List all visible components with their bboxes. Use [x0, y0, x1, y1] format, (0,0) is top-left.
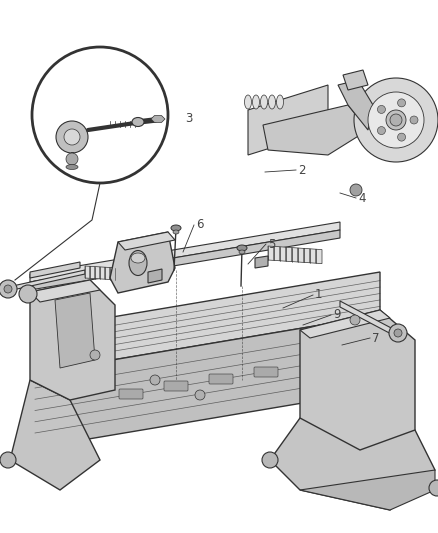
Circle shape — [66, 153, 78, 165]
Polygon shape — [55, 293, 95, 368]
Circle shape — [150, 375, 160, 385]
Polygon shape — [292, 248, 298, 262]
Polygon shape — [270, 418, 435, 510]
Polygon shape — [298, 248, 304, 262]
Circle shape — [4, 285, 12, 293]
Text: 6: 6 — [196, 219, 204, 231]
Circle shape — [0, 280, 17, 298]
Ellipse shape — [131, 253, 145, 263]
Polygon shape — [274, 246, 280, 261]
Text: 1: 1 — [315, 288, 322, 302]
Ellipse shape — [173, 230, 179, 234]
Circle shape — [195, 390, 205, 400]
Polygon shape — [151, 116, 165, 123]
Polygon shape — [95, 266, 100, 279]
Circle shape — [394, 329, 402, 337]
Polygon shape — [248, 85, 328, 155]
Polygon shape — [300, 310, 390, 338]
Ellipse shape — [252, 95, 259, 109]
Polygon shape — [310, 249, 316, 263]
Ellipse shape — [237, 245, 247, 251]
FancyBboxPatch shape — [254, 367, 278, 377]
Polygon shape — [35, 272, 380, 373]
Polygon shape — [300, 310, 415, 450]
Polygon shape — [280, 247, 286, 261]
Text: 4: 4 — [358, 191, 365, 205]
Circle shape — [378, 126, 385, 134]
Circle shape — [386, 110, 406, 130]
Ellipse shape — [261, 95, 268, 109]
Circle shape — [398, 99, 406, 107]
Circle shape — [410, 116, 418, 124]
Text: 5: 5 — [268, 238, 276, 251]
Ellipse shape — [171, 225, 181, 231]
Circle shape — [32, 47, 168, 183]
Circle shape — [56, 121, 88, 153]
Polygon shape — [35, 315, 380, 448]
Circle shape — [262, 452, 278, 468]
Ellipse shape — [276, 95, 283, 109]
Text: 7: 7 — [372, 332, 379, 344]
Polygon shape — [100, 267, 105, 279]
Polygon shape — [255, 256, 268, 268]
Polygon shape — [286, 247, 292, 262]
Polygon shape — [316, 249, 322, 264]
Polygon shape — [343, 70, 368, 90]
Ellipse shape — [129, 251, 147, 276]
Circle shape — [389, 324, 407, 342]
Polygon shape — [30, 280, 100, 302]
Polygon shape — [8, 270, 85, 291]
Circle shape — [354, 78, 438, 162]
Polygon shape — [30, 230, 340, 290]
Circle shape — [19, 285, 37, 303]
Circle shape — [90, 350, 100, 360]
Polygon shape — [105, 267, 110, 279]
Circle shape — [350, 184, 362, 196]
Ellipse shape — [239, 250, 245, 254]
Ellipse shape — [132, 117, 144, 126]
Circle shape — [350, 315, 360, 325]
Circle shape — [64, 129, 80, 145]
Polygon shape — [85, 266, 90, 278]
Ellipse shape — [244, 95, 251, 109]
Ellipse shape — [66, 165, 78, 169]
Polygon shape — [30, 222, 340, 282]
Ellipse shape — [268, 95, 276, 109]
Polygon shape — [30, 262, 80, 278]
Text: 9: 9 — [333, 309, 340, 321]
Text: 3: 3 — [185, 111, 192, 125]
Circle shape — [0, 452, 16, 468]
Polygon shape — [263, 105, 368, 155]
Polygon shape — [110, 268, 115, 280]
Circle shape — [390, 114, 402, 126]
Polygon shape — [115, 268, 120, 280]
Circle shape — [368, 92, 424, 148]
Polygon shape — [118, 232, 175, 250]
Circle shape — [378, 106, 385, 114]
Polygon shape — [304, 248, 310, 263]
Polygon shape — [300, 470, 435, 510]
Polygon shape — [340, 301, 395, 336]
Text: 2: 2 — [298, 164, 305, 176]
FancyBboxPatch shape — [119, 389, 143, 399]
Polygon shape — [90, 266, 95, 279]
Circle shape — [429, 480, 438, 496]
Polygon shape — [338, 80, 373, 130]
FancyBboxPatch shape — [209, 374, 233, 384]
Circle shape — [398, 133, 406, 141]
Polygon shape — [148, 269, 162, 283]
Polygon shape — [10, 380, 100, 490]
Polygon shape — [268, 246, 274, 261]
Polygon shape — [30, 280, 115, 400]
FancyBboxPatch shape — [164, 381, 188, 391]
Polygon shape — [110, 232, 175, 293]
